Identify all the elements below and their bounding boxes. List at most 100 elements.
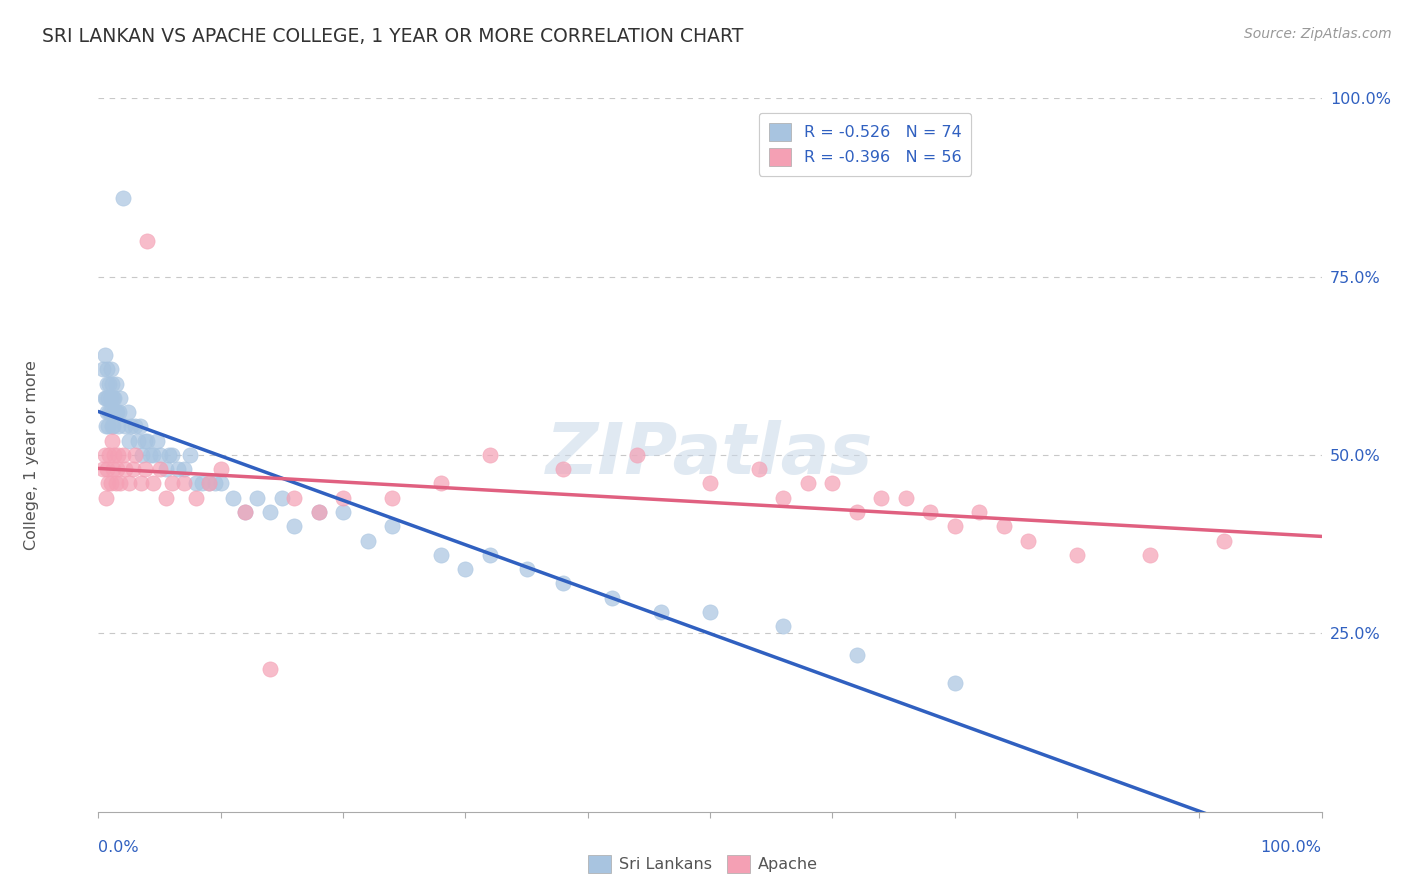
Point xyxy=(149,448,172,462)
Point xyxy=(124,448,146,462)
Point xyxy=(186,491,208,505)
Point xyxy=(381,519,404,533)
Point xyxy=(114,419,136,434)
Legend: Sri Lankans, Apache: Sri Lankans, Apache xyxy=(582,848,824,880)
Point xyxy=(870,491,893,505)
Point xyxy=(121,462,143,476)
Point xyxy=(283,519,305,533)
Point xyxy=(748,462,770,476)
Point xyxy=(94,491,117,505)
Point xyxy=(283,491,305,505)
Point xyxy=(120,419,142,434)
Point xyxy=(94,419,117,434)
Text: 0.0%: 0.0% xyxy=(98,840,139,855)
Point xyxy=(308,505,330,519)
Point xyxy=(772,491,794,505)
Point xyxy=(920,505,942,519)
Point xyxy=(108,405,131,419)
Point xyxy=(1212,533,1234,548)
Point xyxy=(772,619,794,633)
Point xyxy=(186,476,208,491)
Point xyxy=(173,476,195,491)
Point xyxy=(1139,548,1161,562)
Point xyxy=(93,448,115,462)
Point xyxy=(134,434,156,448)
Text: Source: ZipAtlas.com: Source: ZipAtlas.com xyxy=(1244,27,1392,41)
Point xyxy=(157,448,180,462)
Point xyxy=(91,362,114,376)
Point xyxy=(699,605,721,619)
Point xyxy=(821,476,844,491)
Point xyxy=(117,405,139,419)
Point xyxy=(233,505,256,519)
Point xyxy=(91,462,114,476)
Point xyxy=(129,476,152,491)
Point xyxy=(259,505,281,519)
Point xyxy=(553,462,575,476)
Point xyxy=(98,376,121,391)
Point xyxy=(118,434,141,448)
Point xyxy=(107,448,129,462)
Point xyxy=(134,462,156,476)
Point xyxy=(381,491,404,505)
Point xyxy=(142,448,165,462)
Point xyxy=(105,462,128,476)
Point xyxy=(94,391,117,405)
Point xyxy=(107,419,129,434)
Point xyxy=(179,448,201,462)
Point xyxy=(160,448,183,462)
Point xyxy=(894,491,917,505)
Point xyxy=(308,505,330,519)
Point xyxy=(222,491,245,505)
Point xyxy=(104,476,127,491)
Text: College, 1 year or more: College, 1 year or more xyxy=(24,360,38,549)
Point xyxy=(93,348,115,362)
Point xyxy=(97,419,120,434)
Point xyxy=(98,448,121,462)
Point xyxy=(118,476,141,491)
Text: 100.0%: 100.0% xyxy=(1261,840,1322,855)
Point xyxy=(155,462,177,476)
Point xyxy=(100,476,122,491)
Point xyxy=(103,405,125,419)
Point xyxy=(332,505,354,519)
Point xyxy=(515,562,537,576)
Text: SRI LANKAN VS APACHE COLLEGE, 1 YEAR OR MORE CORRELATION CHART: SRI LANKAN VS APACHE COLLEGE, 1 YEAR OR … xyxy=(42,27,744,45)
Point xyxy=(246,491,269,505)
Point xyxy=(430,476,453,491)
Point xyxy=(797,476,820,491)
Point xyxy=(98,405,121,419)
Point xyxy=(96,462,118,476)
Point xyxy=(111,191,134,205)
Point xyxy=(104,405,127,419)
Point xyxy=(97,476,120,491)
Point xyxy=(124,419,146,434)
Point xyxy=(101,434,124,448)
Point xyxy=(97,391,120,405)
Point xyxy=(136,234,159,248)
Point xyxy=(845,648,868,662)
Point xyxy=(478,548,501,562)
Point xyxy=(101,391,124,405)
Text: ZIPatlas: ZIPatlas xyxy=(547,420,873,490)
Point xyxy=(114,462,136,476)
Legend: R = -0.526   N = 74, R = -0.396   N = 56: R = -0.526 N = 74, R = -0.396 N = 56 xyxy=(759,113,972,176)
Point xyxy=(356,533,378,548)
Point xyxy=(626,448,648,462)
Point xyxy=(146,434,169,448)
Point xyxy=(209,462,232,476)
Point xyxy=(967,505,990,519)
Point xyxy=(197,476,219,491)
Point xyxy=(204,476,226,491)
Point xyxy=(173,462,195,476)
Point xyxy=(129,419,152,434)
Point xyxy=(332,491,354,505)
Point xyxy=(100,391,122,405)
Point xyxy=(1017,533,1039,548)
Point xyxy=(993,519,1015,533)
Point xyxy=(93,391,115,405)
Point xyxy=(270,491,294,505)
Point xyxy=(160,476,183,491)
Point xyxy=(127,434,149,448)
Point xyxy=(103,448,125,462)
